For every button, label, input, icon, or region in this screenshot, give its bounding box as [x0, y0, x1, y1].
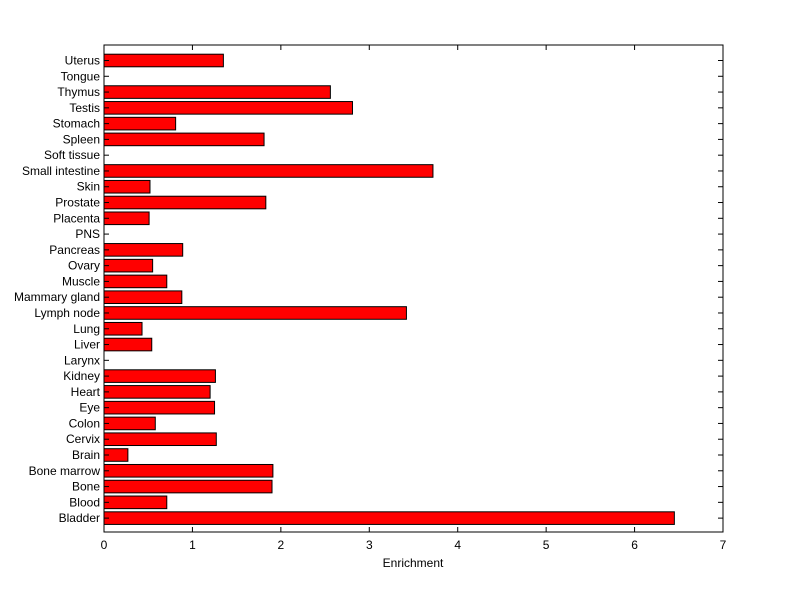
y-tick-label: Kidney: [63, 369, 100, 383]
y-tick-label: PNS: [75, 227, 100, 241]
bar: [103, 101, 353, 115]
y-tick-label: Pancreas: [49, 243, 100, 257]
y-tick-label: Soft tissue: [44, 148, 100, 162]
x-tick-label: 5: [543, 538, 550, 552]
y-tick-label: Spleen: [63, 132, 100, 146]
bar: [103, 258, 154, 273]
plot-frame: [103, 44, 724, 533]
bar: [103, 179, 151, 194]
bar: [103, 132, 265, 147]
y-tick-label: Stomach: [53, 117, 100, 131]
y-tick-label: Muscle: [62, 274, 100, 288]
y-tick-label: Placenta: [53, 211, 100, 225]
y-tick-label: Eye: [79, 401, 100, 415]
bar: [103, 337, 153, 352]
bar: [103, 195, 267, 210]
y-tick-label: Liver: [74, 338, 100, 352]
y-tick-label: Larynx: [64, 353, 100, 367]
bar: [103, 385, 211, 399]
bar: [103, 463, 274, 478]
bar: [103, 369, 216, 383]
y-tick-label: Skin: [77, 180, 100, 194]
plot-area: [104, 45, 723, 532]
y-tick-label: Brain: [72, 448, 100, 462]
bar: [103, 495, 168, 510]
bar: [103, 53, 224, 68]
x-ticks-group: 0 1 2 3 4 5 6 7: [101, 45, 727, 552]
x-tick-label: 4: [454, 538, 461, 552]
bar: [103, 164, 434, 178]
x-tick-label: 3: [366, 538, 373, 552]
y-tick-label: Bone: [72, 480, 100, 494]
y-tick-label: Bone marrow: [29, 464, 101, 478]
y-tick-label: Cervix: [66, 432, 100, 446]
y-tick-label: Heart: [71, 385, 101, 399]
bar: [103, 306, 407, 320]
y-tick-label: Mammary gland: [14, 290, 100, 304]
bar: [103, 321, 143, 336]
bar: [103, 243, 184, 257]
y-tick-label: Bladder: [59, 511, 100, 525]
y-tick-label: Blood: [69, 495, 100, 509]
y-tick-label: Thymus: [57, 85, 100, 99]
y-tick-label: Ovary: [68, 259, 100, 273]
bar: [103, 479, 273, 494]
bar: [103, 116, 177, 131]
y-tick-label: Testis: [69, 101, 100, 115]
bar: [103, 511, 675, 525]
bar: [103, 274, 168, 289]
x-tick-label: 1: [189, 538, 196, 552]
bar: [103, 416, 156, 431]
bar: [103, 85, 331, 99]
x-tick-label: 6: [631, 538, 638, 552]
bar: [103, 290, 183, 304]
y-tick-label: Lymph node: [34, 306, 100, 320]
y-tick-label: Colon: [69, 416, 100, 430]
y-tick-label: Tongue: [61, 69, 101, 83]
bar: [103, 211, 150, 226]
y-tick-label: Lung: [73, 322, 100, 336]
y-tick-label: Small intestine: [22, 164, 100, 178]
x-tick-label: 7: [720, 538, 727, 552]
y-tick-label: Uterus: [65, 54, 100, 68]
y-tick-label: Prostate: [55, 196, 100, 210]
x-axis-label: Enrichment: [383, 556, 444, 570]
x-tick-label: 2: [278, 538, 285, 552]
x-tick-label: 0: [101, 538, 108, 552]
bar: [103, 432, 217, 447]
bar: [103, 400, 216, 415]
